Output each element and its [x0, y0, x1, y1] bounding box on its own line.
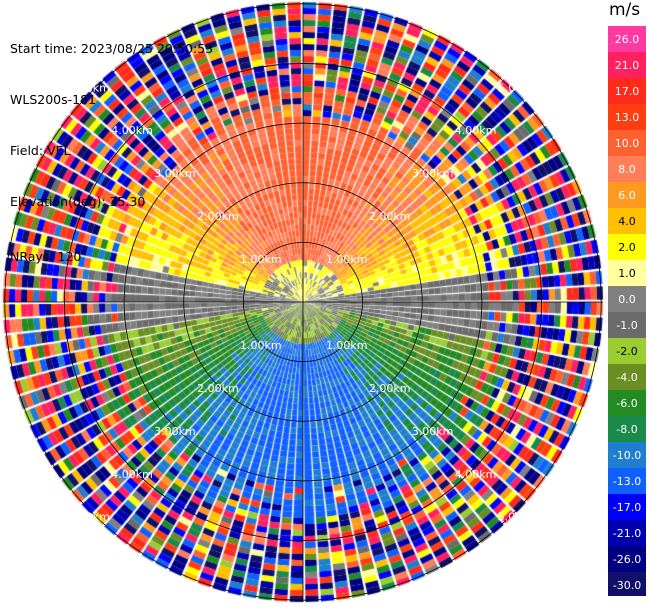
start-time-label: Start time: 2023/08/25 20:50:53 — [10, 41, 214, 56]
colorbar-tick-label: 17.0 — [615, 85, 640, 98]
colorbar-tick-label: 1.0 — [618, 267, 636, 280]
scan-info: Start time: 2023/08/25 20:50:53 WLS200s-… — [10, 6, 213, 282]
colorbar-tick-label: 26.0 — [615, 33, 640, 46]
range-label: 4.00km — [455, 468, 497, 481]
colorbar-tick-label: -2.0 — [616, 345, 637, 358]
colorbar-segment — [608, 130, 646, 156]
colorbar-segment — [608, 364, 646, 390]
colorbar-segment — [608, 390, 646, 416]
colorbar-segment — [608, 520, 646, 546]
colorbar-segment — [608, 104, 646, 130]
range-label: 5.00km — [498, 81, 540, 94]
colorbar-segment — [608, 260, 646, 286]
colorbar-tick-label: 6.0 — [618, 189, 636, 202]
range-label: 2.00km — [369, 210, 411, 223]
elevation-label: Elevation(deg): 35.30 — [10, 194, 146, 209]
range-label: 3.00km — [154, 167, 196, 180]
range-label: 2.00km — [369, 382, 411, 395]
colorbar: 26.0 21.0 17.0 13.0 10.0 8.0 6.0 4.0 2.0 1.0 0.0 -1… — [608, 26, 646, 596]
colorbar-segment — [608, 286, 646, 312]
colorbar-segment — [608, 234, 646, 260]
colorbar-tick-label: 2.0 — [618, 241, 636, 254]
colorbar-tick-label: -17.0 — [613, 501, 641, 514]
instrument-label: WLS200s-181 — [10, 92, 96, 107]
colorbar-tick-label: 0.0 — [618, 293, 636, 306]
range-label: 5.00km — [68, 511, 110, 524]
colorbar-units: m/s — [609, 0, 641, 20]
colorbar-tick-label: -30.0 — [613, 579, 641, 592]
colorbar-segment — [608, 416, 646, 442]
colorbar-tick-label: 4.0 — [618, 215, 636, 228]
colorbar-tick-label: 10.0 — [615, 137, 640, 150]
colorbar-tick-label: -21.0 — [613, 527, 641, 540]
range-label: 3.00km — [412, 167, 454, 180]
colorbar-tick-label: 8.0 — [618, 163, 636, 176]
field-label: Field: VEL — [10, 143, 71, 158]
range-label: 1.00km — [240, 339, 282, 352]
range-label: 1.00km — [326, 339, 368, 352]
colorbar-segment — [608, 546, 646, 572]
colorbar-segment — [608, 52, 646, 78]
colorbar-segment — [608, 494, 646, 520]
colorbar-segment — [608, 442, 646, 468]
colorbar-segment — [608, 338, 646, 364]
range-label: 2.00km — [197, 382, 239, 395]
range-label: 5.00km — [68, 81, 110, 94]
range-label: 4.00km — [111, 124, 153, 137]
colorbar-tick-label: -10.0 — [613, 449, 641, 462]
colorbar-segment — [608, 156, 646, 182]
range-label: 3.00km — [412, 425, 454, 438]
colorbar-tick-label: 13.0 — [615, 111, 640, 124]
colorbar-segment — [608, 26, 646, 52]
range-label: 1.00km — [240, 253, 282, 266]
range-label: 5.00km — [498, 511, 540, 524]
colorbar-segment — [608, 312, 646, 338]
range-label: 1.00km — [326, 253, 368, 266]
nrays-label: NRays: 120 — [10, 249, 82, 264]
colorbar-segment — [608, 572, 646, 596]
colorbar-segment — [608, 182, 646, 208]
colorbar-tick-label: -13.0 — [613, 475, 641, 488]
colorbar-tick-label: -26.0 — [613, 553, 641, 566]
colorbar-segment — [608, 78, 646, 104]
colorbar-segment — [608, 208, 646, 234]
colorbar-tick-label: -6.0 — [616, 397, 637, 410]
range-label: 3.00km — [154, 425, 196, 438]
range-label: 4.00km — [455, 124, 497, 137]
colorbar-tick-label: -4.0 — [616, 371, 637, 384]
range-label: 4.00km — [111, 468, 153, 481]
colorbar-tick-label: -8.0 — [616, 423, 637, 436]
colorbar-tick-label: 21.0 — [615, 59, 640, 72]
colorbar-segment — [608, 468, 646, 494]
range-label: 2.00km — [197, 210, 239, 223]
colorbar-tick-label: -1.0 — [616, 319, 637, 332]
